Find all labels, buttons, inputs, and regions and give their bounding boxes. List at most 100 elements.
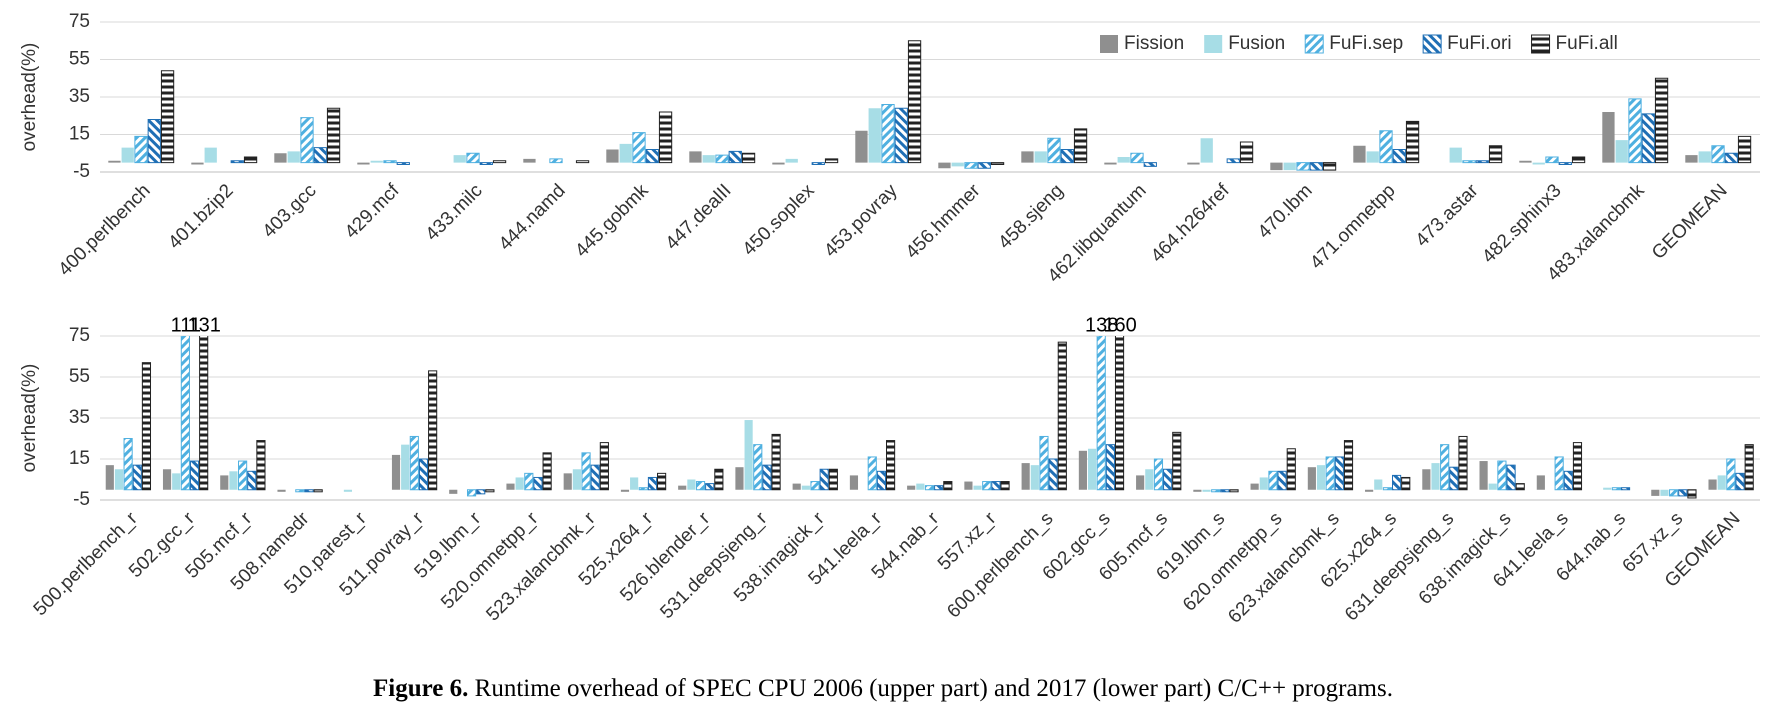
bar bbox=[1226, 158, 1240, 164]
legend-swatch bbox=[1531, 34, 1551, 54]
bar bbox=[1479, 461, 1488, 490]
bar bbox=[1353, 145, 1366, 163]
bar bbox=[1268, 470, 1278, 491]
bar bbox=[741, 152, 756, 164]
x-tick-label: 445.gobmk bbox=[571, 180, 653, 262]
bar bbox=[632, 132, 646, 164]
bar bbox=[824, 158, 839, 164]
caption-text: Runtime overhead of SPEC CPU 2006 (upper… bbox=[475, 675, 1393, 702]
bar bbox=[753, 444, 763, 491]
bar bbox=[466, 152, 480, 164]
bar bbox=[1073, 128, 1088, 164]
value-label: 131 bbox=[187, 314, 220, 336]
bar bbox=[1685, 155, 1698, 163]
bar bbox=[885, 440, 896, 491]
bar bbox=[1057, 341, 1067, 491]
bar bbox=[1021, 463, 1030, 490]
x-tick-label: 447.dealII bbox=[662, 180, 736, 254]
bar bbox=[1392, 149, 1406, 164]
bar bbox=[1571, 156, 1586, 164]
bar bbox=[657, 472, 667, 491]
x-tick-label: 471.omnetpp bbox=[1306, 180, 1399, 273]
bar bbox=[1554, 456, 1564, 491]
bar bbox=[1737, 135, 1752, 164]
bar bbox=[728, 150, 742, 164]
x-tick-label: 403.gcc bbox=[259, 180, 321, 242]
value-label: 160 bbox=[1103, 314, 1136, 336]
bar bbox=[343, 489, 353, 492]
y-tick-label: 55 bbox=[69, 49, 90, 70]
bar bbox=[810, 481, 820, 491]
bar bbox=[1145, 469, 1154, 490]
bar bbox=[819, 468, 829, 491]
bar bbox=[204, 147, 217, 163]
bar bbox=[1309, 162, 1323, 171]
bar bbox=[785, 158, 798, 163]
bar bbox=[620, 489, 630, 492]
bar bbox=[1172, 431, 1182, 491]
bar bbox=[735, 467, 744, 490]
bar bbox=[606, 149, 619, 163]
bar bbox=[1379, 130, 1393, 164]
bar bbox=[172, 473, 181, 490]
bar bbox=[1687, 489, 1697, 499]
bar bbox=[409, 435, 419, 491]
bar bbox=[295, 489, 305, 493]
bar bbox=[1519, 160, 1532, 163]
x-tick-label: 482.sphinx3 bbox=[1478, 180, 1565, 267]
x-tick-label: 400.perlbench bbox=[55, 180, 155, 280]
bars bbox=[108, 40, 1752, 171]
value-label: 111 bbox=[171, 314, 201, 336]
bar bbox=[1187, 162, 1200, 165]
bar bbox=[524, 472, 534, 491]
bar bbox=[658, 111, 673, 164]
y-axis-label: overhead(%) bbox=[19, 43, 40, 152]
bar bbox=[1030, 465, 1039, 490]
bar bbox=[964, 481, 973, 490]
bar bbox=[1422, 469, 1431, 490]
bar bbox=[274, 153, 287, 163]
bar bbox=[428, 370, 438, 491]
bar bbox=[590, 464, 600, 491]
bar bbox=[1143, 162, 1157, 167]
bar bbox=[1211, 489, 1221, 493]
x-tick-label: 470.lbm bbox=[1254, 180, 1317, 243]
bar bbox=[229, 471, 238, 490]
bar bbox=[1462, 160, 1476, 164]
bar bbox=[678, 485, 687, 490]
bar bbox=[868, 108, 881, 163]
y-tick-label: -5 bbox=[73, 161, 90, 182]
bar bbox=[715, 154, 729, 164]
bar bbox=[357, 162, 370, 165]
bar bbox=[1497, 460, 1507, 491]
bar bbox=[132, 464, 142, 491]
bar bbox=[1117, 157, 1130, 163]
bar bbox=[1708, 479, 1717, 490]
bar bbox=[916, 483, 925, 490]
legend-label: Fission bbox=[1124, 33, 1184, 54]
bar bbox=[418, 458, 429, 491]
y-tick-label: 35 bbox=[69, 407, 90, 428]
x-tick-label: 401.bzip2 bbox=[164, 180, 237, 253]
bar bbox=[485, 489, 495, 493]
legend-swatch bbox=[1204, 35, 1223, 53]
bar bbox=[792, 483, 801, 490]
bar bbox=[1130, 152, 1144, 164]
bar bbox=[1039, 435, 1049, 491]
bar bbox=[396, 162, 410, 165]
bar bbox=[702, 155, 715, 163]
y-tick-label: -5 bbox=[73, 489, 90, 510]
bar bbox=[1220, 489, 1230, 493]
bar bbox=[1034, 151, 1047, 163]
bar bbox=[599, 442, 609, 491]
bar bbox=[924, 485, 935, 491]
bar bbox=[401, 444, 410, 490]
bar bbox=[515, 477, 524, 490]
bar bbox=[114, 469, 124, 490]
bar bbox=[1615, 140, 1628, 163]
bar bbox=[1200, 138, 1213, 163]
bar bbox=[1392, 474, 1402, 491]
bar bbox=[1078, 450, 1087, 490]
